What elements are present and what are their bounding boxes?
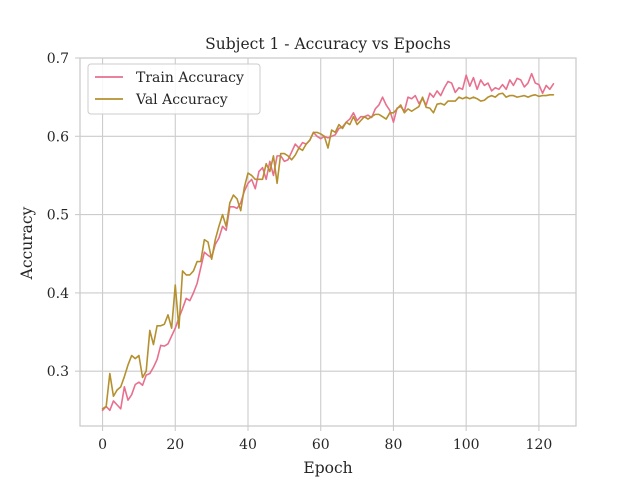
x-tick-label: 80 (385, 437, 403, 453)
y-tick-label: 0.3 (47, 364, 69, 380)
series-layer (101, 72, 555, 412)
val-accuracy-line (101, 92, 555, 410)
chart-title: Subject 1 - Accuracy vs Epochs (205, 35, 451, 53)
x-tick-label: 40 (239, 437, 257, 453)
legend-box (87, 63, 261, 115)
y-tick-label: 0.7 (47, 51, 69, 67)
legend-label-train: Train Accuracy (136, 70, 244, 86)
x-tick-label: 120 (526, 437, 553, 453)
legend: Train Accuracy Val Accuracy (87, 63, 261, 115)
x-tick-label: 20 (166, 437, 184, 453)
y-tick-label: 0.4 (47, 286, 69, 302)
x-tick-label: 100 (453, 437, 480, 453)
axes: 0 20 40 60 80 100 120 0.3 0.4 0.5 0.6 0.7 (47, 51, 577, 453)
train-accuracy-line (101, 72, 555, 412)
legend-label-val: Val Accuracy (135, 92, 228, 108)
y-tick-label: 0.6 (47, 129, 69, 145)
x-axis-label: Epoch (303, 459, 352, 477)
x-tick-label: 0 (98, 437, 107, 453)
y-tick-label: 0.5 (47, 208, 69, 224)
y-axis-label: Accuracy (18, 206, 36, 280)
plot-frame (79, 57, 577, 427)
x-tick-label: 60 (312, 437, 330, 453)
